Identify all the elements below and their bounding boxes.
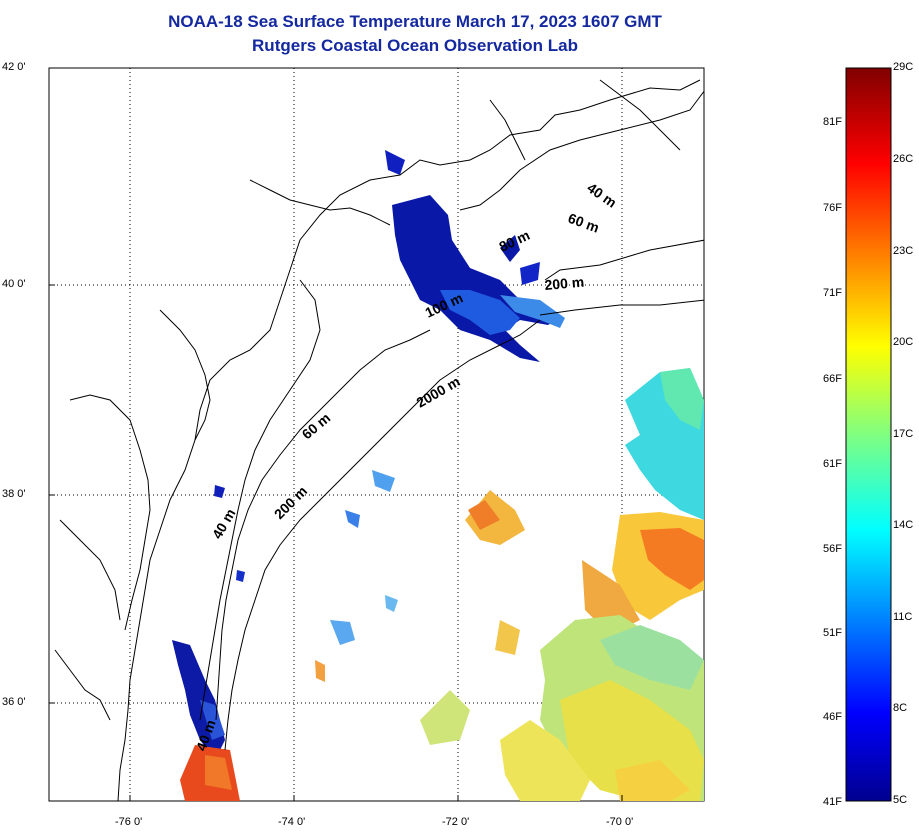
x-tick-label: -74 0' xyxy=(278,816,306,828)
frame-ticks xyxy=(49,284,623,801)
map-subtitle: Rutgers Coastal Ocean Observation Lab xyxy=(252,36,578,55)
colorbar-c-label: 14C xyxy=(893,519,914,531)
sst-data xyxy=(172,150,704,801)
colorbar-c-label: 29C xyxy=(893,61,914,73)
colorbar-c-label: 17C xyxy=(893,428,914,440)
y-tick-label: 40 0' xyxy=(2,278,26,290)
depth-label: 200 m xyxy=(544,274,585,293)
colorbar-f-label: 61F xyxy=(823,458,842,470)
colorbar-c-label: 11C xyxy=(893,611,913,623)
colorbar-f-label: 71F xyxy=(823,287,842,299)
colorbar-c-label: 26C xyxy=(893,153,914,165)
map-title: NOAA-18 Sea Surface Temperature March 17… xyxy=(168,12,662,31)
colorbar-f-label: 66F xyxy=(823,373,842,385)
colorbar-c-label: 5C xyxy=(893,794,908,806)
x-tick-label: -70 0' xyxy=(606,816,634,828)
coastline-contours xyxy=(54,79,704,801)
x-tick-label: -76 0' xyxy=(115,816,143,828)
colorbar xyxy=(845,67,892,802)
colorbar-f-label: 56F xyxy=(823,543,842,555)
colorbar-c-label: 8C xyxy=(893,702,908,714)
y-tick-label: 42 0' xyxy=(2,61,26,73)
colorbar-f-label: 41F xyxy=(823,796,842,808)
colorbar-f-label: 81F xyxy=(823,116,842,128)
colorbar-f-label: 76F xyxy=(823,202,842,214)
colorbar-f-label: 46F xyxy=(823,711,842,723)
colorbar-f-label: 51F xyxy=(823,627,842,639)
y-tick-label: 36 0' xyxy=(2,696,26,708)
y-tick-label: 38 0' xyxy=(2,488,26,500)
x-tick-label: -72 0' xyxy=(442,816,470,828)
colorbar-c-label: 20C xyxy=(893,336,914,348)
colorbar-c-label: 23C xyxy=(893,245,914,257)
